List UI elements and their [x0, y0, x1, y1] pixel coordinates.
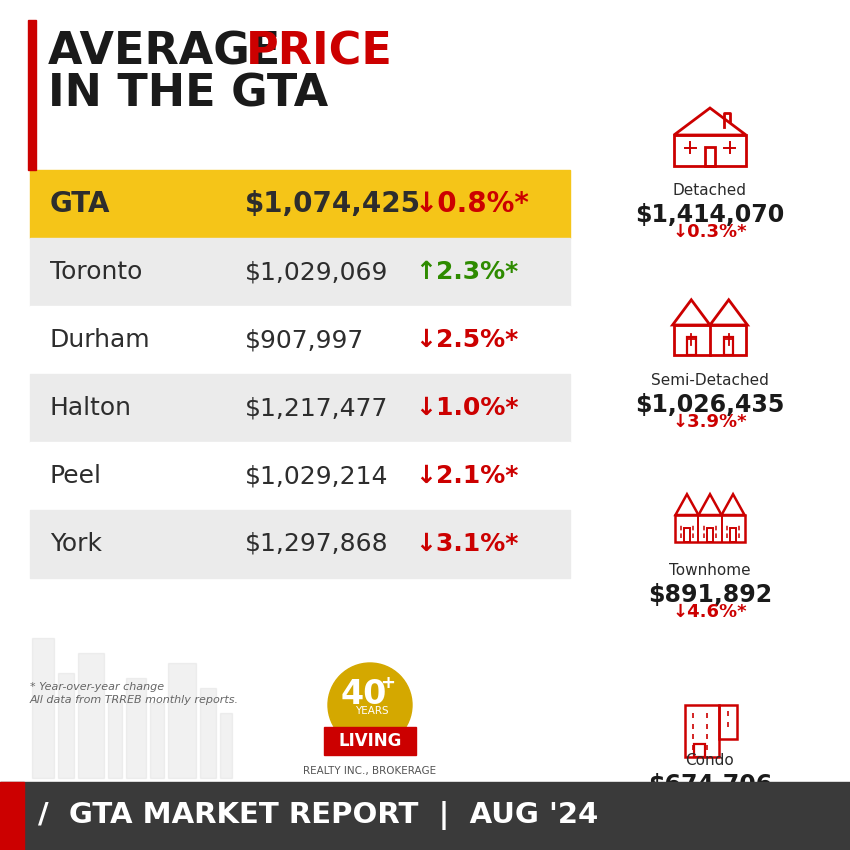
Text: ↓3.9%*: ↓3.9%* — [672, 413, 747, 431]
Text: ↓4.5%*: ↓4.5%* — [672, 793, 747, 811]
Text: ↓2.1%*: ↓2.1%* — [415, 464, 518, 488]
Text: YEARS: YEARS — [355, 706, 388, 716]
Text: +: + — [381, 674, 395, 692]
Text: $674,706: $674,706 — [648, 773, 772, 797]
Text: AVERAGE: AVERAGE — [48, 30, 296, 73]
Bar — [687, 337, 696, 354]
Text: IN THE GTA: IN THE GTA — [48, 72, 328, 115]
Bar — [705, 147, 716, 166]
Bar — [683, 528, 690, 542]
Text: $1,074,425: $1,074,425 — [245, 190, 421, 218]
Text: ↑2.3%*: ↑2.3%* — [415, 260, 518, 284]
Text: /  GTA MARKET REPORT  |  AUG '24: / GTA MARKET REPORT | AUG '24 — [38, 802, 598, 830]
Text: Townhome: Townhome — [669, 563, 751, 578]
Bar — [126, 678, 146, 778]
Text: Peel: Peel — [50, 464, 102, 488]
Bar — [150, 703, 164, 778]
Text: PRICE: PRICE — [246, 30, 393, 73]
Text: Toronto: Toronto — [50, 260, 142, 284]
Bar — [30, 238, 570, 306]
Text: ↓0.8%*: ↓0.8%* — [415, 190, 530, 218]
Bar — [30, 374, 570, 442]
Text: ↓4.6%*: ↓4.6%* — [672, 603, 747, 621]
Bar — [30, 170, 570, 238]
Bar — [0, 782, 850, 850]
Text: All data from TRREB monthly reports.: All data from TRREB monthly reports. — [30, 695, 239, 705]
Text: LIVING: LIVING — [338, 732, 402, 750]
Bar — [729, 528, 736, 542]
Bar — [30, 510, 570, 578]
Text: Condo: Condo — [686, 753, 734, 768]
Text: $1,297,868: $1,297,868 — [245, 532, 388, 556]
Bar — [58, 673, 74, 778]
Bar — [719, 705, 737, 740]
Text: 40: 40 — [341, 678, 388, 711]
Bar — [108, 698, 122, 778]
Text: $1,029,069: $1,029,069 — [245, 260, 388, 284]
Circle shape — [328, 663, 412, 747]
Text: Durham: Durham — [50, 328, 150, 352]
Bar — [168, 663, 196, 778]
Text: GTA: GTA — [50, 190, 110, 218]
Bar — [28, 20, 36, 170]
Bar — [674, 135, 746, 166]
Text: Detached: Detached — [673, 183, 747, 198]
Bar — [694, 744, 705, 757]
Bar — [674, 325, 746, 354]
Bar — [220, 713, 232, 778]
Text: York: York — [50, 532, 102, 556]
Text: $1,217,477: $1,217,477 — [245, 396, 388, 420]
Bar — [200, 688, 216, 778]
Text: $1,026,435: $1,026,435 — [635, 393, 785, 417]
Text: ↓0.3%*: ↓0.3%* — [672, 223, 747, 241]
Text: REALTY INC., BROKERAGE: REALTY INC., BROKERAGE — [303, 766, 437, 776]
Text: Semi-Detached: Semi-Detached — [651, 373, 769, 388]
Bar — [78, 653, 104, 778]
Bar — [724, 337, 734, 354]
Text: $907,997: $907,997 — [245, 328, 365, 352]
Text: ↓3.1%*: ↓3.1%* — [415, 532, 518, 556]
Text: $1,414,070: $1,414,070 — [635, 203, 785, 227]
Text: ↓1.0%*: ↓1.0%* — [415, 396, 518, 420]
Bar — [0, 782, 24, 850]
Bar — [324, 727, 416, 755]
Bar — [676, 515, 745, 542]
Bar — [32, 638, 54, 778]
Bar — [30, 442, 570, 510]
Bar — [685, 705, 719, 757]
Text: * Year-over-year change: * Year-over-year change — [30, 682, 164, 692]
Bar — [30, 306, 570, 374]
Text: Halton: Halton — [50, 396, 132, 420]
Text: $1,029,214: $1,029,214 — [245, 464, 388, 488]
Bar — [706, 528, 713, 542]
Text: ↓2.5%*: ↓2.5%* — [415, 328, 518, 352]
Text: $891,892: $891,892 — [648, 583, 772, 607]
